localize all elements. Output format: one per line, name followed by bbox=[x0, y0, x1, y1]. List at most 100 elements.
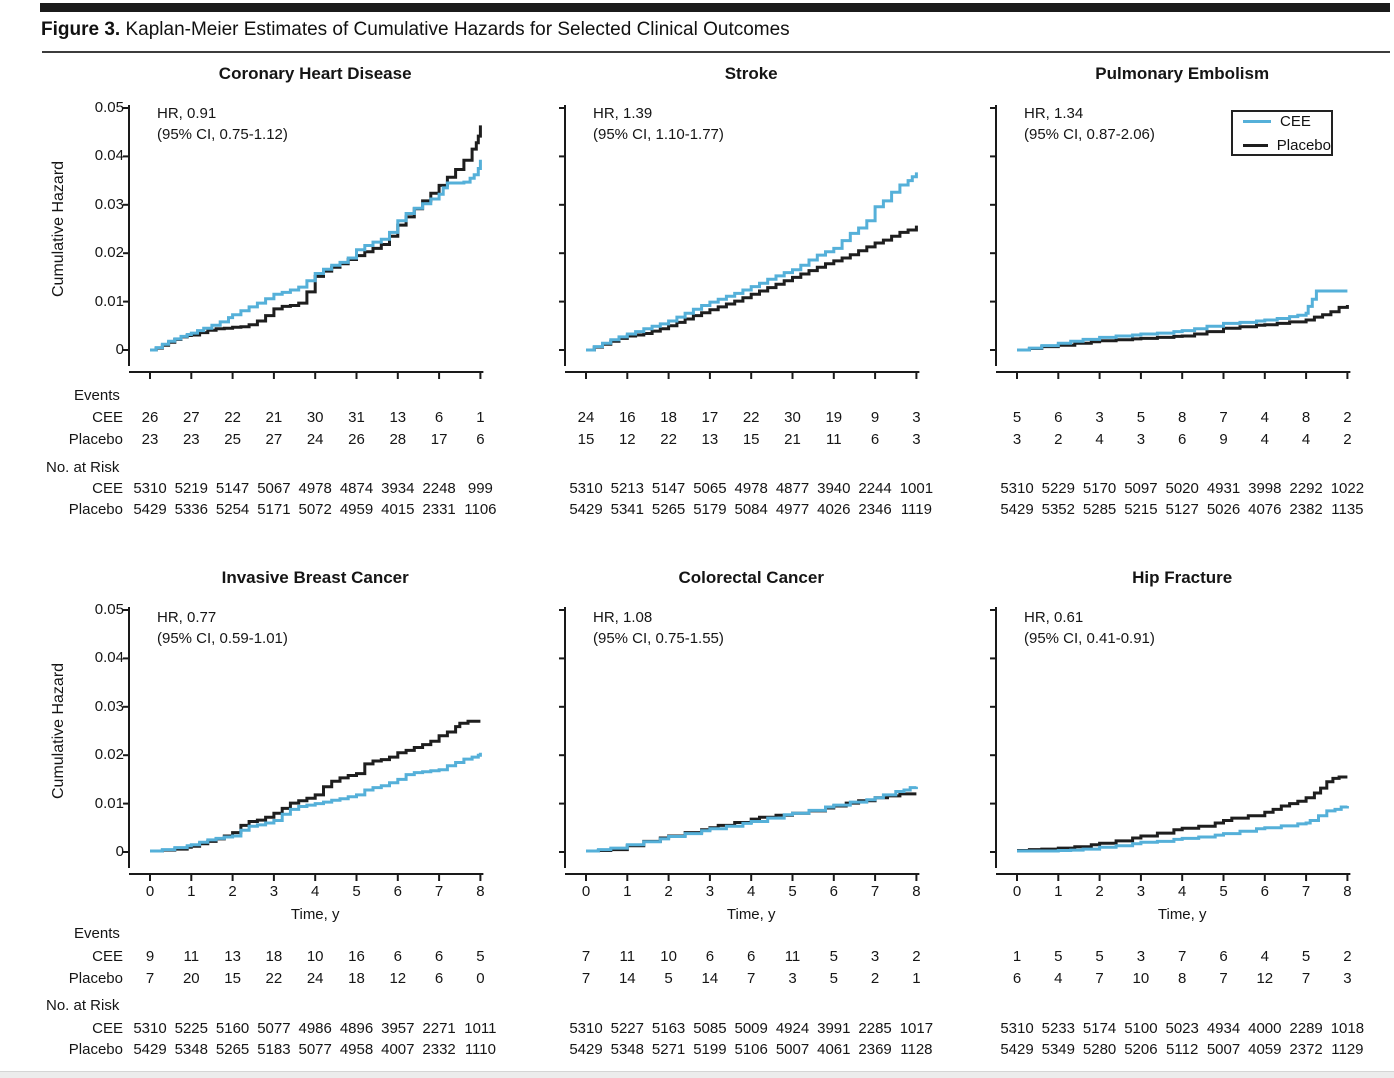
hazard-ratio-line: (95% CI, 0.87-2.06) bbox=[1024, 126, 1155, 143]
events-value-placebo: 26 bbox=[348, 431, 365, 448]
at-risk-value-placebo: 5280 bbox=[1082, 1041, 1117, 1058]
events-value-placebo: 28 bbox=[389, 431, 407, 448]
events-value-placebo: 0 bbox=[476, 970, 485, 987]
events-value-placebo: 3 bbox=[788, 970, 797, 987]
at-risk-value-placebo: 5348 bbox=[610, 1041, 644, 1058]
hazard-ratio-line: (95% CI, 0.41-0.91) bbox=[1024, 630, 1155, 647]
events-value-cee: 8 bbox=[1301, 409, 1311, 426]
x-tick-label: 6 bbox=[829, 883, 838, 900]
at-risk-value-cee: 3957 bbox=[381, 1020, 415, 1037]
events-value-cee: 11 bbox=[619, 948, 636, 965]
x-axis-title: Time, y bbox=[290, 906, 340, 923]
panel-title: Invasive Breast Cancer bbox=[221, 568, 409, 587]
at-risk-value-placebo: 2369 bbox=[858, 1041, 892, 1058]
events-value-cee: 11 bbox=[183, 948, 200, 965]
at-risk-value-placebo: 5285 bbox=[1082, 501, 1117, 518]
hazard-ratio-line: (95% CI, 1.10-1.77) bbox=[593, 126, 724, 143]
x-tick-label: 1 bbox=[187, 883, 196, 900]
legend-line-sample bbox=[1243, 143, 1268, 147]
x-tick-label: 1 bbox=[1054, 883, 1063, 900]
at-risk-value-cee: 4934 bbox=[1206, 1020, 1241, 1037]
legend-item-label: CEE bbox=[1280, 112, 1311, 130]
events-value-cee: 2 bbox=[1343, 409, 1352, 426]
legend: CEE Placebo bbox=[1231, 110, 1333, 156]
events-value-cee: 6 bbox=[434, 409, 444, 426]
at-risk-value-cee: 1011 bbox=[464, 1020, 497, 1037]
events-value-cee: 7 bbox=[1219, 409, 1228, 426]
at-risk-value-placebo: 5007 bbox=[1206, 1041, 1241, 1058]
events-value-placebo: 7 bbox=[145, 970, 155, 987]
at-risk-value-placebo: 5265 bbox=[215, 1041, 250, 1058]
at-risk-value-placebo: 2331 bbox=[422, 501, 456, 518]
events-value-cee: 6 bbox=[705, 948, 715, 965]
events-value-cee: 13 bbox=[224, 948, 241, 965]
events-value-placebo: 24 bbox=[306, 431, 324, 448]
events-value-cee: 6 bbox=[393, 948, 402, 965]
events-value-cee: 2 bbox=[912, 948, 921, 965]
at-risk-value-cee: 5213 bbox=[610, 480, 644, 497]
x-tick-label: 5 bbox=[352, 883, 361, 900]
at-risk-value-cee: 5233 bbox=[1041, 1020, 1075, 1037]
events-value-cee: 13 bbox=[389, 409, 407, 426]
at-risk-value-placebo: 5265 bbox=[651, 501, 686, 518]
events-value-cee: 18 bbox=[265, 948, 283, 965]
events-value-placebo: 23 bbox=[141, 431, 159, 448]
x-tick-label: 0 bbox=[145, 883, 155, 900]
events-value-placebo: 24 bbox=[306, 970, 324, 987]
events-value-placebo: 22 bbox=[265, 970, 283, 987]
events-value-placebo: 20 bbox=[182, 970, 200, 987]
events-value-placebo: 12 bbox=[1256, 970, 1274, 987]
events-value-placebo: 25 bbox=[224, 431, 241, 448]
at-risk-value-cee: 3940 bbox=[817, 480, 851, 497]
events-value-cee: 30 bbox=[784, 409, 801, 426]
at-risk-value-placebo: 5348 bbox=[174, 1041, 208, 1058]
panel-title: Coronary Heart Disease bbox=[218, 64, 412, 83]
at-risk-value-cee: 5009 bbox=[734, 1020, 768, 1037]
events-value-cee: 6 bbox=[747, 948, 756, 965]
at-risk-value-placebo: 5106 bbox=[734, 1041, 768, 1058]
placebo-curve bbox=[586, 225, 918, 352]
hazard-ratio-line: (95% CI, 0.59-1.01) bbox=[157, 630, 288, 647]
events-row-label-cee: CEE bbox=[92, 409, 123, 426]
at-risk-value-placebo: 2346 bbox=[858, 501, 892, 518]
legend-item: Placebo bbox=[1243, 137, 1331, 154]
figure-title: Kaplan-Meier Estimates of Cumulative Haz… bbox=[125, 19, 790, 40]
hazard-ratio-annotation: HR, 1.34 (95% CI, 0.87-2.06) bbox=[1024, 103, 1155, 145]
at-risk-value-cee: 2248 bbox=[422, 480, 456, 497]
placebo-curve bbox=[150, 125, 482, 352]
at-risk-value-cee: 4986 bbox=[298, 1020, 332, 1037]
events-value-placebo: 6 bbox=[476, 431, 485, 448]
at-risk-row-label-placebo: Placebo bbox=[68, 501, 123, 518]
events-value-placebo: 4 bbox=[1260, 431, 1269, 448]
at-risk-value-placebo: 4015 bbox=[381, 501, 415, 518]
events-value-cee: 30 bbox=[306, 409, 324, 426]
at-risk-row-label-placebo: Placebo bbox=[68, 1041, 123, 1058]
events-value-cee: 9 bbox=[145, 948, 155, 965]
at-risk-value-placebo: 5183 bbox=[257, 1041, 291, 1058]
events-value-cee: 5 bbox=[1136, 409, 1146, 426]
hazard-ratio-annotation: HR, 0.61 (95% CI, 0.41-0.91) bbox=[1024, 607, 1155, 649]
hazard-ratio-line: HR, 1.08 bbox=[593, 609, 653, 626]
at-risk-value-cee: 5310 bbox=[1000, 1020, 1034, 1037]
events-value-cee: 2 bbox=[1343, 948, 1352, 965]
placebo-curve bbox=[150, 719, 481, 853]
at-risk-value-placebo: 5179 bbox=[693, 501, 727, 518]
placebo-curve bbox=[1017, 775, 1348, 852]
cee-curve bbox=[1017, 805, 1349, 853]
at-risk-value-placebo: 5429 bbox=[569, 501, 603, 518]
x-tick-label: 5 bbox=[1219, 883, 1228, 900]
at-risk-value-placebo: 4026 bbox=[817, 501, 851, 518]
panel-title: Stroke bbox=[724, 64, 778, 83]
x-tick-label: 4 bbox=[1178, 883, 1187, 900]
at-risk-value-cee: 2271 bbox=[422, 1020, 456, 1037]
x-tick-label: 3 bbox=[269, 883, 279, 900]
at-risk-value-cee: 5229 bbox=[1041, 480, 1075, 497]
at-risk-value-placebo: 5072 bbox=[298, 501, 332, 518]
at-risk-value-cee: 1022 bbox=[1330, 480, 1365, 497]
events-value-cee: 10 bbox=[306, 948, 324, 965]
hazard-ratio-annotation: HR, 0.91 (95% CI, 0.75-1.12) bbox=[157, 103, 288, 145]
hazard-ratio-line: (95% CI, 0.75-1.55) bbox=[593, 630, 724, 647]
x-tick-label: 2 bbox=[1095, 883, 1104, 900]
events-value-placebo: 11 bbox=[826, 431, 842, 448]
events-value-cee: 10 bbox=[660, 948, 677, 965]
